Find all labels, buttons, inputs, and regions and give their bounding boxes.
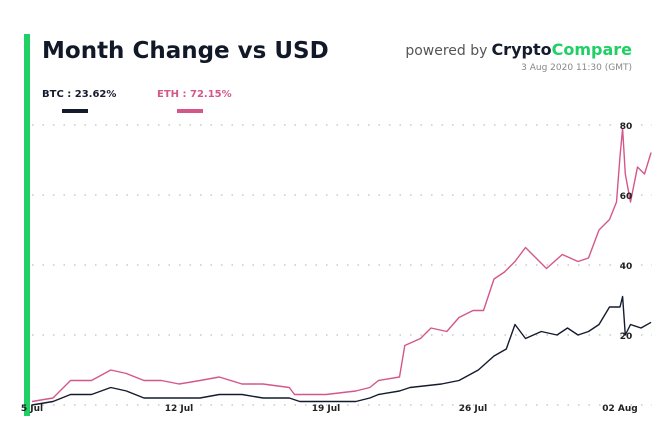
y-tick-label: 80 — [620, 122, 633, 132]
legend-eth-swatch — [177, 109, 203, 113]
brand-compare: Compare — [551, 40, 632, 59]
series-line-btc — [31, 295, 652, 406]
y-tick-label: 60 — [620, 192, 633, 202]
y-tick-label: 40 — [620, 262, 633, 272]
powered-by[interactable]: powered by CryptoCompare — [405, 40, 632, 59]
x-tick-label: 12 Jul — [165, 404, 194, 414]
x-tick-label: 26 Jul — [459, 404, 488, 414]
powered-by-text: powered by — [405, 43, 488, 59]
accent-bar — [24, 34, 30, 416]
y-tick-label: 20 — [620, 332, 633, 342]
series-line-eth — [31, 127, 652, 403]
brand-crypto: Crypto — [491, 40, 552, 59]
x-tick-label: 5 Jul — [21, 404, 43, 414]
legend-btc-swatch — [62, 109, 88, 113]
x-tick-label: 19 Jul — [312, 404, 341, 414]
x-tick-label: 02 Aug — [602, 404, 637, 414]
legend-eth[interactable]: ETH : 72.15% — [157, 89, 232, 100]
page-title: Month Change vs USD — [42, 38, 329, 64]
legend-btc[interactable]: BTC : 23.62% — [42, 89, 117, 100]
timestamp: 3 Aug 2020 11:30 (GMT) — [521, 63, 632, 73]
